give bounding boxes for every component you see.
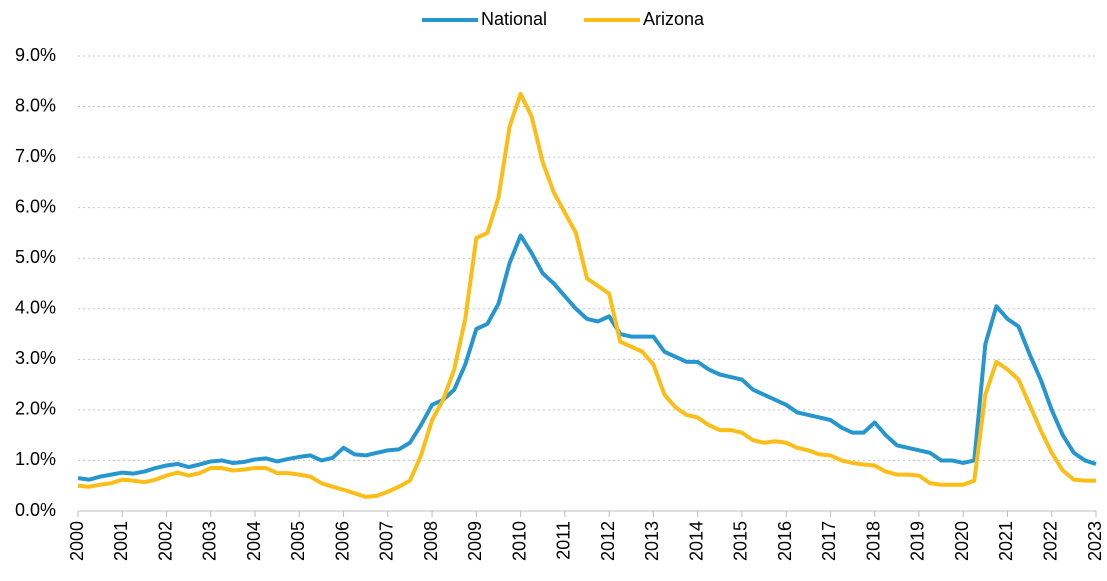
- y-tick-label: 0.0%: [15, 500, 56, 520]
- line-series: [77, 91, 1096, 499]
- x-tick-label: 2021: [996, 521, 1016, 561]
- x-tick-label: 2012: [598, 521, 618, 561]
- x-tick-label: 2011: [554, 521, 574, 560]
- y-tick-label: 5.0%: [15, 247, 56, 267]
- x-tick-label: 2015: [731, 521, 751, 561]
- x-tick-label: 2018: [863, 521, 883, 561]
- x-tick-label: 2019: [908, 521, 928, 561]
- x-tick-label: 2022: [1040, 521, 1060, 561]
- x-tick-label: 2017: [819, 521, 839, 561]
- x-tick-label: 2023: [1085, 521, 1105, 561]
- y-tick-label: 9.0%: [15, 45, 56, 65]
- y-tick-label: 2.0%: [15, 399, 56, 419]
- x-tick-label: 2014: [686, 521, 706, 561]
- y-tick-label: 6.0%: [15, 196, 56, 216]
- y-tick-label: 7.0%: [15, 146, 56, 166]
- y-tick-label: 8.0%: [15, 95, 56, 115]
- x-tick-label: 2004: [244, 521, 264, 561]
- y-tick-label: 1.0%: [15, 449, 56, 469]
- x-tick-label: 2009: [465, 521, 485, 561]
- y-tick-label: 3.0%: [15, 348, 56, 368]
- x-tick-label: 2006: [332, 521, 352, 561]
- x-tick-label: 2016: [775, 521, 795, 561]
- x-tick-label: 2008: [421, 521, 441, 561]
- x-tick-label: 2003: [200, 521, 220, 561]
- line-series: [77, 233, 1097, 482]
- x-tick-label: 2020: [952, 521, 972, 561]
- x-tick-label: 2000: [67, 521, 87, 561]
- x-tick-label: 2010: [509, 521, 529, 561]
- y-tick-label: 4.0%: [15, 298, 56, 318]
- x-tick-label: 2002: [155, 521, 175, 561]
- legend-label: National: [481, 9, 547, 29]
- x-tick-label: 2013: [642, 521, 662, 561]
- x-tick-label: 2005: [288, 521, 308, 561]
- legend-label: Arizona: [643, 9, 705, 29]
- x-tick-label: 2001: [111, 521, 131, 561]
- x-tick-label: 2007: [377, 521, 397, 561]
